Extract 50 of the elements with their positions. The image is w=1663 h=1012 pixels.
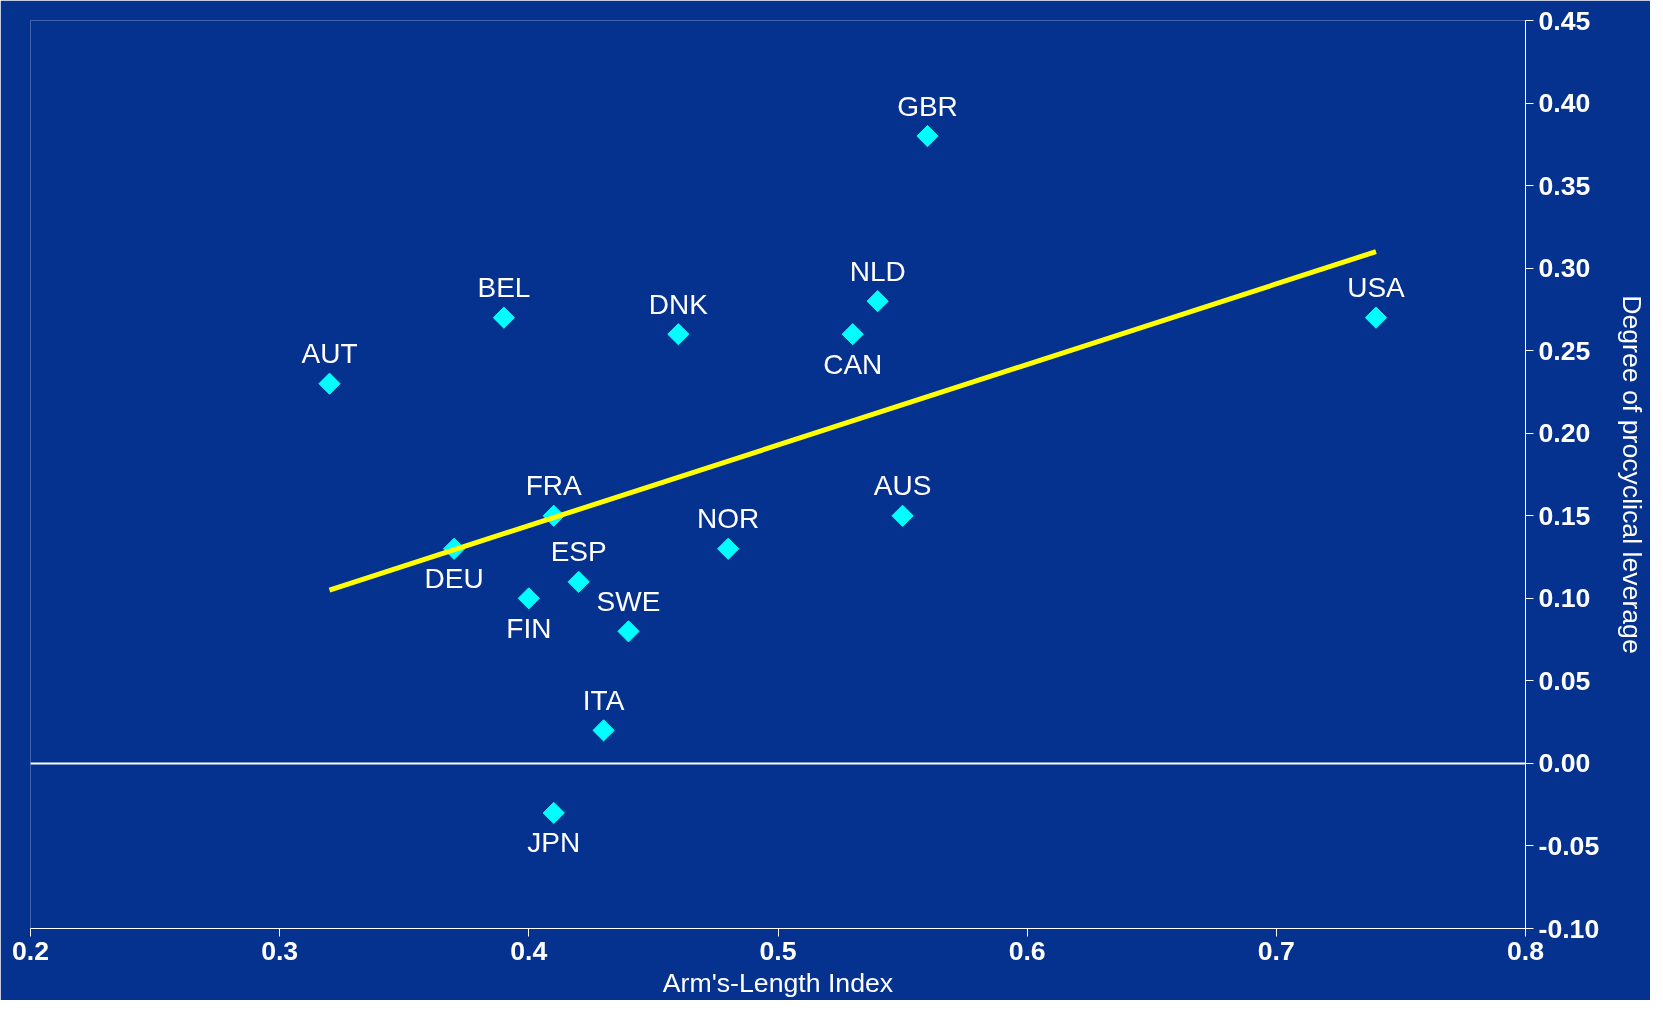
annotation: AUS xyxy=(873,470,932,502)
point xyxy=(916,124,939,148)
point xyxy=(617,620,640,643)
annotation: SWE xyxy=(596,585,661,617)
annotation: CAN xyxy=(823,348,883,380)
point xyxy=(542,801,565,825)
y-tick-label: 0.20 xyxy=(1538,418,1591,449)
annotation: BEL xyxy=(477,272,531,304)
y-axis-title: Degree of procyclical leverage xyxy=(1617,295,1648,654)
y-tick-label: 0.05 xyxy=(1538,665,1591,696)
x-tick-label: 0.6 xyxy=(1008,935,1046,966)
point xyxy=(891,504,914,527)
point xyxy=(866,290,889,313)
point xyxy=(592,719,615,742)
annotation: USA xyxy=(1347,272,1406,304)
y-tick-label: 0.00 xyxy=(1538,748,1591,779)
annotation: FRA xyxy=(525,470,583,502)
y-tick-label: 0.10 xyxy=(1538,583,1591,614)
x-tick-label: 0.7 xyxy=(1257,935,1295,966)
x-axis-title: Arm's-Length Index xyxy=(662,967,894,998)
annotation: NOR xyxy=(697,503,760,535)
x-tick-label: 0.8 xyxy=(1506,935,1545,966)
point xyxy=(517,587,540,610)
annotation: DEU xyxy=(424,563,484,595)
annotation: DNK xyxy=(648,288,709,320)
point xyxy=(667,323,690,346)
y-tick-label: 0.15 xyxy=(1538,500,1591,531)
x-tick-label: 0.2 xyxy=(11,935,50,966)
point xyxy=(1364,306,1388,329)
annotation: JPN xyxy=(527,827,581,859)
annotation: NLD xyxy=(849,255,906,287)
annotation: AUT xyxy=(301,338,358,370)
x-tick-label: 0.3 xyxy=(261,935,299,966)
x-tick-label: 0.4 xyxy=(510,935,548,966)
x-tick-label: 0.5 xyxy=(759,935,797,966)
y-tick-label: 0.25 xyxy=(1538,335,1591,366)
annotation: ESP xyxy=(550,536,607,568)
y-tick-label: 0.45 xyxy=(1538,5,1591,36)
annotation: GBR xyxy=(897,90,958,122)
y-tick-label: -0.05 xyxy=(1538,830,1600,861)
y-tick-label: 0.40 xyxy=(1538,88,1591,119)
y-tick-label: 0.30 xyxy=(1538,253,1591,284)
point xyxy=(318,372,341,395)
point xyxy=(717,537,740,560)
point xyxy=(567,570,590,593)
y-tick-label: 0.35 xyxy=(1538,170,1591,201)
point xyxy=(492,306,516,329)
point xyxy=(841,323,864,346)
annotation: ITA xyxy=(582,684,625,716)
annotation: FIN xyxy=(506,612,552,644)
